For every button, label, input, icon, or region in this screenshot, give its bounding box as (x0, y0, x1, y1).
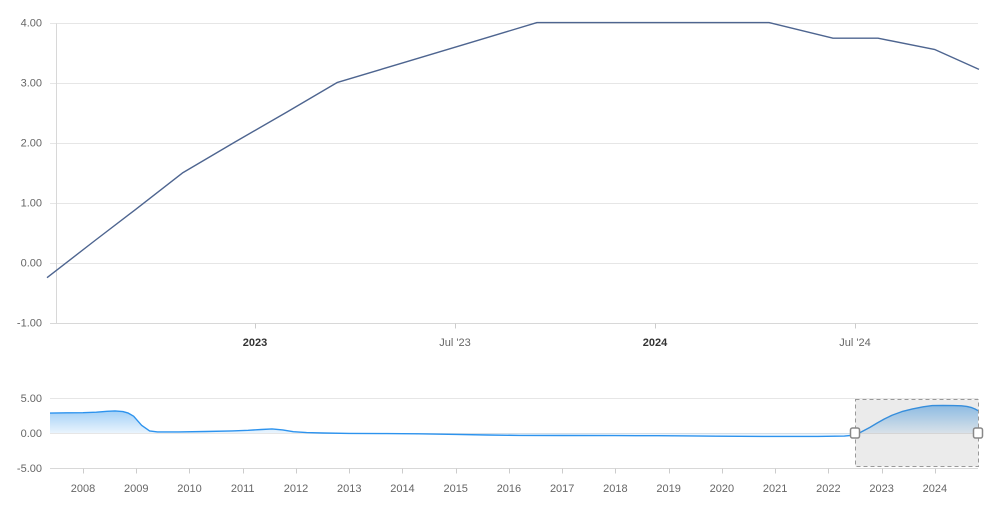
navigator-y-axis-label: 0.00 (21, 428, 42, 440)
main-chart-y-axis-labels: 4.00 3.00 2.00 1.00 0.00 -1.00 (17, 18, 42, 330)
main-x-axis-label: 2024 (643, 337, 668, 349)
main-chart-grid (50, 23, 978, 324)
navigator-x-axis-label: 2018 (603, 483, 627, 495)
main-y-axis-label: 3.00 (21, 78, 42, 90)
navigator-x-axis-label: 2022 (816, 483, 840, 495)
main-y-axis-label: 2.00 (21, 138, 42, 150)
navigator-x-axis-label: 2016 (497, 483, 521, 495)
navigator-x-axis-label: 2010 (177, 483, 201, 495)
navigator-series-line (49, 404, 979, 438)
main-y-axis-label: 0.00 (21, 258, 42, 270)
main-y-axis-label: 1.00 (21, 198, 42, 210)
navigator-axis-labels: 5.00 0.00 -5.00 2008 2009 2010 2011 2012 2013 201… (17, 393, 947, 495)
main-x-axis-label: 2023 (243, 337, 267, 349)
navigator: 5.00 0.00 -5.00 2008 2009 2010 2011 2012 2013 201… (17, 393, 984, 495)
navigator-handle-left[interactable] (849, 427, 861, 439)
navigator-y-axis-label: 5.00 (21, 393, 42, 405)
navigator-selection[interactable] (855, 399, 979, 467)
navigator-x-axis-label: 2014 (390, 483, 414, 495)
navigator-x-axis-label: 2019 (656, 483, 680, 495)
main-y-axis-label: 4.00 (21, 18, 42, 30)
main-x-axis-label: Jul '23 (439, 337, 470, 349)
navigator-y-axis-label: -5.00 (17, 463, 42, 475)
main-x-axis-label: Jul '24 (839, 337, 870, 349)
navigator-x-axis-label: 2015 (443, 483, 467, 495)
main-chart-x-axis: 2023 Jul '23 2024 Jul '24 (243, 323, 871, 349)
navigator-x-axis-label: 2017 (550, 483, 574, 495)
navigator-x-axis-label: 2024 (923, 483, 947, 495)
navigator-x-axis-label: 2012 (284, 483, 308, 495)
main-y-axis-label: -1.00 (17, 318, 42, 330)
navigator-x-axis-label: 2011 (231, 483, 255, 495)
navigator-x-axis-label: 2021 (763, 483, 787, 495)
navigator-x-axis-label: 2023 (869, 483, 893, 495)
navigator-x-axis-label: 2020 (710, 483, 734, 495)
navigator-handle-right[interactable] (972, 427, 984, 439)
navigator-x-axis-label: 2008 (71, 483, 95, 495)
navigator-x-axis-label: 2009 (124, 483, 148, 495)
main-series-line (46, 21, 980, 279)
navigator-x-axis-label: 2013 (337, 483, 361, 495)
